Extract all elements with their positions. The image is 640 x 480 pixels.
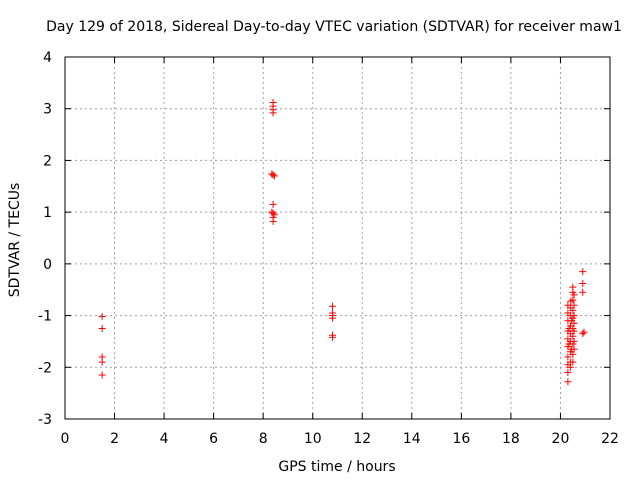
x-tick-label: 4 [160, 431, 169, 447]
data-point [98, 325, 106, 332]
x-tick-label: 18 [502, 431, 520, 447]
x-tick-label: 16 [452, 431, 470, 447]
data-point [567, 297, 575, 305]
data-point [270, 172, 278, 180]
chart-title: Day 129 of 2018, Sidereal Day-to-day VTE… [46, 19, 622, 35]
y-axis-label: SDTVAR / TECUs [7, 183, 23, 298]
x-tick-labels: 0 2 4 6 8 10 12 14 16 18 20 22 [61, 431, 619, 447]
y-tick-label: 4 [43, 50, 52, 66]
plot-frame [64, 56, 611, 420]
x-axis-label: GPS time / hours [278, 459, 395, 475]
data-point [565, 340, 573, 348]
data-point [564, 353, 572, 361]
x-tick-label: 2 [110, 431, 119, 447]
x-tick-label: 22 [601, 431, 619, 447]
x-tick-label: 8 [259, 431, 268, 447]
data-point [570, 301, 578, 309]
data-point [580, 328, 588, 336]
x-tick-label: 20 [552, 431, 570, 447]
y-tick-label: 3 [43, 102, 52, 118]
y-tick-label: 1 [43, 205, 52, 221]
data-point [570, 327, 578, 335]
data-point [98, 313, 106, 321]
data-point [570, 291, 578, 299]
data-point [568, 317, 576, 325]
y-tick-label: -3 [38, 412, 52, 428]
data-point [98, 358, 106, 366]
data-point [570, 312, 578, 320]
data-point [569, 350, 577, 358]
y-tick-label: -2 [38, 360, 52, 376]
x-tick-label: 14 [403, 431, 421, 447]
data-points [98, 99, 588, 386]
data-point [565, 325, 573, 332]
data-point [329, 302, 337, 310]
data-point [569, 332, 577, 340]
data-point [570, 337, 578, 345]
data-point [329, 314, 337, 322]
data-point [579, 280, 587, 288]
y-tick-label: -1 [38, 309, 52, 325]
x-tick-label: 10 [304, 431, 322, 447]
y-tick-label: 0 [43, 257, 52, 273]
x-tick-label: 6 [209, 431, 218, 447]
data-point [269, 217, 277, 225]
data-point [98, 371, 106, 379]
axis-ticks [64, 56, 611, 420]
data-point [579, 288, 587, 296]
data-point [269, 109, 277, 117]
data-point [566, 363, 574, 371]
data-point [569, 358, 577, 366]
data-point [269, 200, 277, 208]
data-point [569, 306, 577, 314]
data-point [568, 345, 576, 353]
grid [65, 57, 610, 419]
y-tick-labels: -3 -2 -1 0 1 2 3 4 [38, 50, 52, 428]
data-point [564, 368, 572, 376]
y-tick-label: 2 [43, 153, 52, 169]
data-point [564, 378, 572, 386]
data-point [329, 333, 337, 341]
x-tick-label: 0 [61, 431, 70, 447]
x-tick-label: 12 [353, 431, 371, 447]
data-point [269, 171, 277, 179]
data-point [579, 330, 587, 338]
data-point [579, 268, 587, 276]
